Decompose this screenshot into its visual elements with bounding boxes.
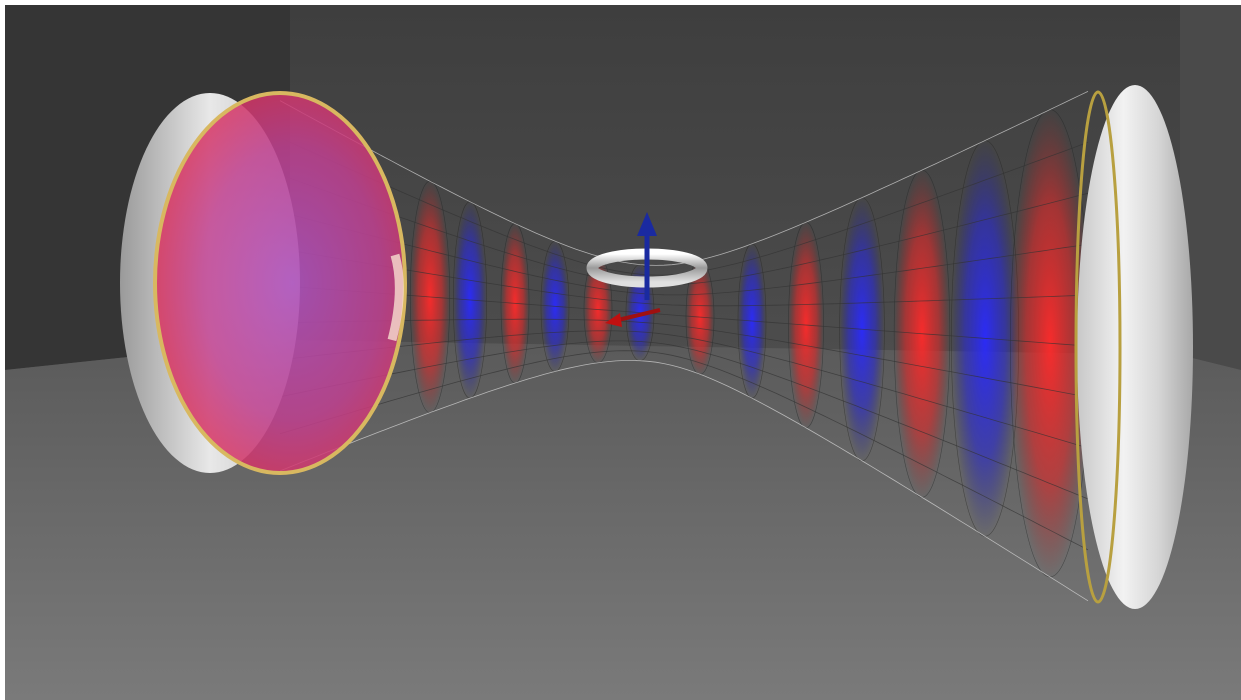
red-arrow-head <box>605 313 622 327</box>
arrow-head <box>637 212 657 236</box>
mesh-line <box>279 285 1089 347</box>
mesh-line <box>279 340 1089 500</box>
mesh-line <box>279 174 1089 286</box>
mesh-line <box>279 318 1089 398</box>
mesh-line <box>279 350 1089 551</box>
beam <box>279 91 1091 602</box>
mesh-line <box>279 211 1089 296</box>
red-arrow-shaft <box>617 308 661 322</box>
left-mirror-highlight <box>387 253 404 342</box>
right-mirror-edge <box>1074 90 1122 604</box>
mesh-line <box>279 360 1089 602</box>
mesh-line <box>279 248 1089 307</box>
right-mirror <box>1077 85 1193 609</box>
mesh-line <box>279 330 1089 449</box>
right-wall <box>1180 5 1241 370</box>
left-mirror-edge <box>153 91 407 475</box>
left-mirror-face <box>155 93 405 473</box>
